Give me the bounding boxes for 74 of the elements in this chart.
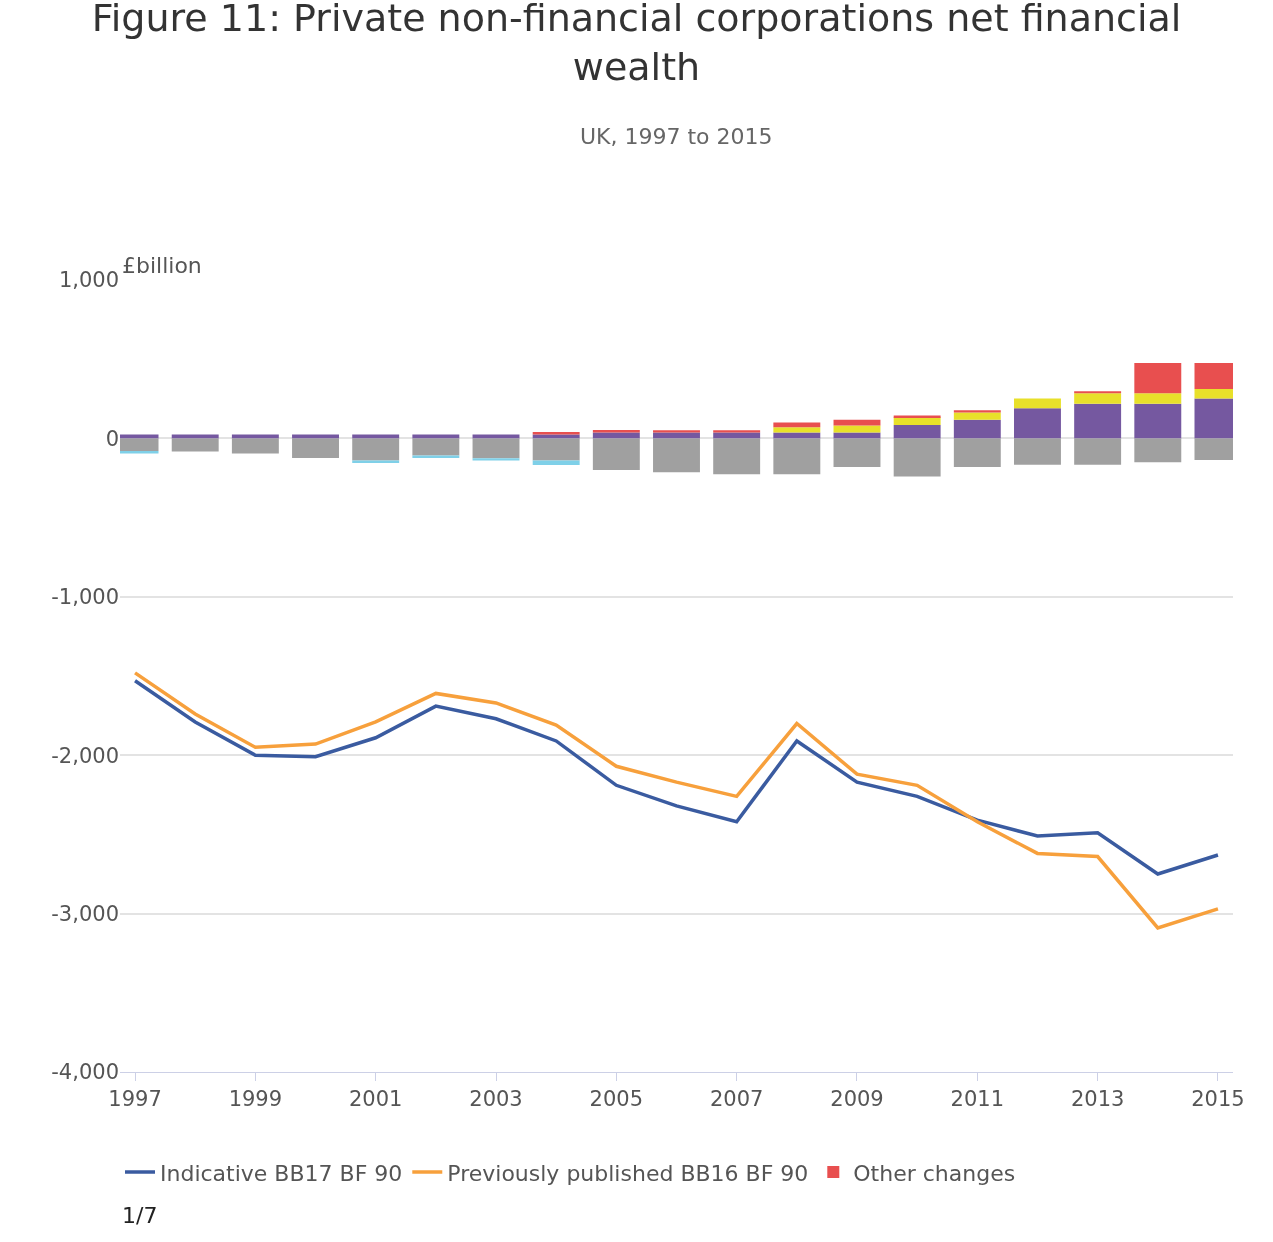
bar	[833, 432, 881, 439]
bar	[592, 432, 640, 439]
x-tick-label: 2015	[1191, 1087, 1245, 1112]
x-tick-label: 2001	[348, 1087, 403, 1112]
bar	[231, 434, 279, 439]
bar	[231, 438, 279, 454]
bar	[1134, 438, 1182, 463]
bar	[532, 460, 580, 466]
chart-title: Figure 11: Private non-financial corporations net financial wealth	[91, 0, 1182, 90]
bar	[953, 438, 1001, 467]
line-series	[133, 679, 1220, 876]
bar	[1074, 391, 1122, 394]
bar	[352, 434, 400, 439]
x-tick-label: 2013	[1070, 1087, 1125, 1112]
y-tick-label: -2,000	[51, 743, 119, 768]
bar	[773, 432, 821, 439]
bar	[412, 434, 460, 439]
y-tick-label: 0	[105, 426, 119, 451]
y-tick-label: -4,000	[51, 1060, 119, 1085]
bar	[893, 415, 941, 418]
bar	[773, 427, 821, 433]
bar	[171, 434, 219, 439]
bar	[352, 438, 400, 461]
text: 1/7	[122, 1203, 158, 1228]
bar	[1074, 403, 1122, 439]
bar	[833, 425, 881, 433]
bar	[292, 434, 339, 439]
bar	[953, 412, 1001, 420]
bar	[713, 432, 761, 439]
bar	[472, 458, 520, 461]
bar	[653, 432, 700, 439]
bar	[893, 438, 941, 477]
bar	[1074, 438, 1122, 465]
legend-label: Other changes	[853, 1160, 1016, 1186]
bar	[532, 438, 580, 461]
bar	[1134, 393, 1182, 404]
bar	[1134, 403, 1182, 439]
bar	[1074, 393, 1122, 404]
bar	[1134, 363, 1182, 394]
x-tick-label: 2007	[709, 1087, 764, 1112]
x-tick-label: 2003	[469, 1087, 523, 1112]
bar	[592, 438, 640, 471]
legend-label: Previously published BB16 BF 90	[447, 1160, 809, 1186]
y-tick-label: -3,000	[51, 901, 119, 926]
bar	[171, 438, 219, 452]
x-tick-label: 2005	[589, 1087, 644, 1112]
bar	[953, 419, 1001, 439]
line-series	[133, 671, 1220, 930]
bar	[773, 438, 821, 475]
bar	[833, 438, 881, 467]
x-tick-label: 2009	[830, 1087, 884, 1112]
y-axis-title: £billion	[122, 253, 202, 278]
x-tick-label: 2011	[950, 1087, 1005, 1112]
y-tick-label: -1,000	[51, 585, 119, 610]
y-tick-label: 1,000	[58, 268, 119, 293]
bar	[713, 430, 761, 433]
bar	[472, 434, 520, 439]
bar	[653, 438, 700, 473]
bar	[292, 438, 339, 459]
bar	[653, 430, 700, 433]
x-tick-label: 1997	[108, 1087, 162, 1112]
bar	[532, 434, 580, 439]
bar	[773, 422, 821, 428]
bar	[713, 438, 761, 475]
x-tick-label: 1999	[228, 1087, 283, 1112]
bar	[1014, 398, 1061, 409]
bar	[412, 438, 460, 456]
chart-subtitle: UK, 1997 to 2015	[580, 124, 773, 149]
legend-label: Indicative BB17 BF 90	[160, 1160, 403, 1186]
bar	[1014, 438, 1061, 465]
bar	[1014, 408, 1061, 439]
bar	[893, 424, 941, 439]
bar	[472, 438, 520, 459]
bar	[953, 410, 1001, 413]
